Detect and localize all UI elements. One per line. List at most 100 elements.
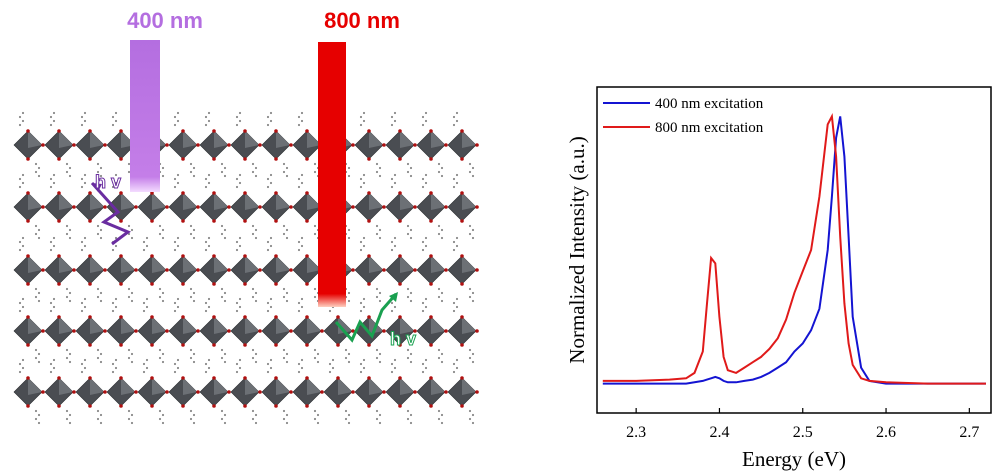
- organic-atom: [313, 232, 317, 236]
- atom: [274, 157, 278, 161]
- organic-atom: [375, 232, 379, 236]
- organic-atom: [378, 299, 382, 303]
- octahedron-face: [214, 256, 228, 273]
- organic-atom: [238, 173, 242, 177]
- octahedron-face: [59, 193, 73, 210]
- octahedron-face: [431, 193, 445, 210]
- organic-atom: [331, 366, 335, 370]
- organic-atom: [130, 228, 134, 232]
- organic-atom: [362, 244, 366, 248]
- octahedron-face: [307, 256, 321, 273]
- organic-atom: [65, 409, 69, 413]
- organic-atom: [83, 244, 87, 248]
- organic-atom: [266, 248, 270, 252]
- organic-atom: [158, 356, 162, 360]
- atom: [367, 315, 371, 319]
- organic-atom: [285, 421, 289, 425]
- organic-atom: [440, 236, 444, 240]
- atom: [243, 254, 247, 258]
- organic-atom: [424, 181, 428, 185]
- organic-atom: [440, 352, 444, 356]
- octahedron-face: [28, 193, 42, 210]
- organic-atom: [189, 348, 193, 352]
- atom: [274, 404, 278, 408]
- atom: [367, 343, 371, 347]
- organic-atom: [83, 366, 87, 370]
- organic-atom: [223, 413, 227, 417]
- organic-atom: [406, 170, 410, 174]
- organic-atom: [161, 228, 165, 232]
- organic-atom: [378, 352, 382, 356]
- organic-atom: [21, 244, 25, 248]
- organic-atom: [161, 299, 165, 303]
- organic-atom: [378, 291, 382, 295]
- atom: [57, 282, 61, 286]
- organic-atom: [440, 360, 444, 364]
- organic-atom: [111, 362, 115, 366]
- atom: [119, 282, 123, 286]
- atom: [429, 254, 433, 258]
- organic-atom: [37, 166, 41, 170]
- organic-atom: [421, 248, 425, 252]
- organic-atom: [189, 232, 193, 236]
- organic-atom: [421, 301, 425, 305]
- organic-atom: [375, 162, 379, 166]
- atom: [305, 129, 309, 133]
- atom: [57, 157, 61, 161]
- organic-atom: [375, 170, 379, 174]
- octahedron-face: [28, 131, 42, 148]
- organic-atom: [127, 356, 131, 360]
- atom: [41, 143, 45, 147]
- organic-atom: [65, 356, 69, 360]
- organic-atom: [49, 177, 53, 181]
- atom: [103, 143, 107, 147]
- organic-atom: [21, 173, 25, 177]
- organic-atom: [331, 358, 335, 362]
- atom: [429, 343, 433, 347]
- atom: [119, 157, 123, 161]
- organic-atom: [96, 295, 100, 299]
- organic-atom: [375, 224, 379, 228]
- organic-atom: [176, 305, 180, 309]
- organic-atom: [176, 236, 180, 240]
- organic-atom: [409, 236, 413, 240]
- legend-label: 400 nm excitation: [655, 96, 764, 112]
- organic-atom: [455, 305, 459, 309]
- organic-atom: [207, 244, 211, 248]
- octahedron-face: [338, 378, 352, 395]
- organic-atom: [359, 115, 363, 119]
- organic-atom: [452, 177, 456, 181]
- atom: [382, 329, 386, 333]
- organic-atom: [344, 417, 348, 421]
- atom: [57, 343, 61, 347]
- organic-atom: [313, 287, 317, 291]
- organic-atom: [452, 185, 456, 189]
- organic-atom: [127, 417, 131, 421]
- organic-atom: [65, 162, 69, 166]
- organic-atom: [111, 115, 115, 119]
- organic-atom: [251, 295, 255, 299]
- organic-atom: [161, 174, 165, 178]
- organic-atom: [390, 248, 394, 252]
- octahedron-face: [462, 378, 476, 395]
- organic-atom: [142, 309, 146, 313]
- organic-atom: [49, 370, 53, 374]
- organic-atom: [192, 174, 196, 178]
- organic-atom: [18, 362, 22, 366]
- organic-atom: [254, 299, 258, 303]
- organic-atom: [316, 360, 320, 364]
- atom: [72, 143, 76, 147]
- octahedron-face: [90, 378, 104, 395]
- organic-atom: [378, 413, 382, 417]
- atom: [196, 390, 200, 394]
- organic-atom: [359, 123, 363, 127]
- organic-atom: [238, 119, 242, 123]
- organic-atom: [220, 162, 224, 166]
- atom: [150, 315, 154, 319]
- organic-atom: [313, 356, 317, 360]
- organic-atom: [235, 123, 239, 127]
- series-line: [602, 113, 986, 385]
- organic-atom: [49, 309, 53, 313]
- organic-atom: [285, 291, 289, 295]
- atom: [413, 329, 417, 333]
